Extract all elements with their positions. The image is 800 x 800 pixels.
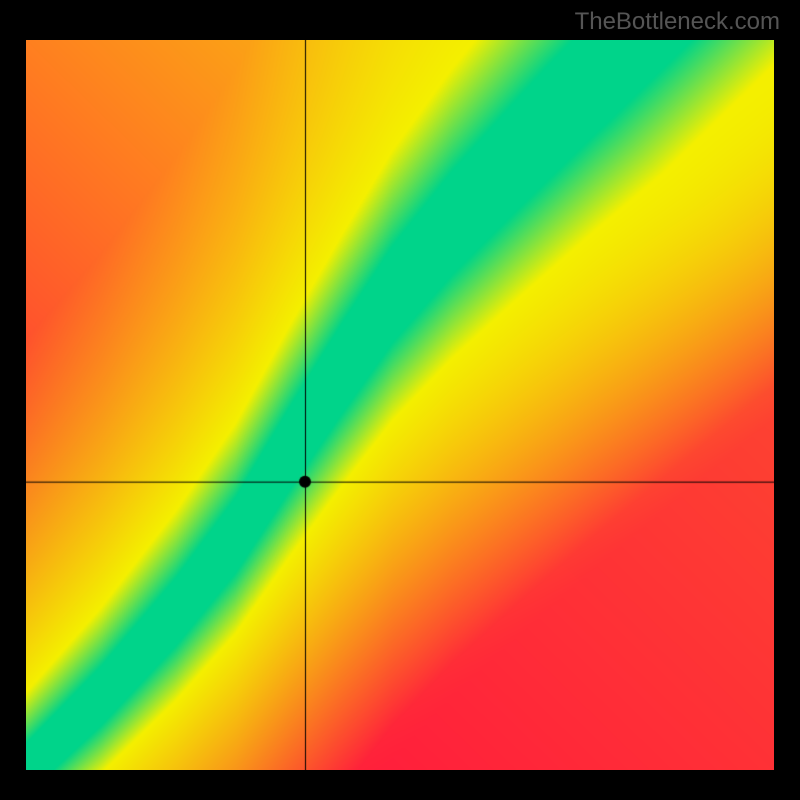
chart-container: TheBottleneck.com <box>0 0 800 800</box>
heatmap-plot <box>26 40 774 770</box>
watermark-text: TheBottleneck.com <box>575 8 780 36</box>
heatmap-canvas <box>26 40 774 770</box>
